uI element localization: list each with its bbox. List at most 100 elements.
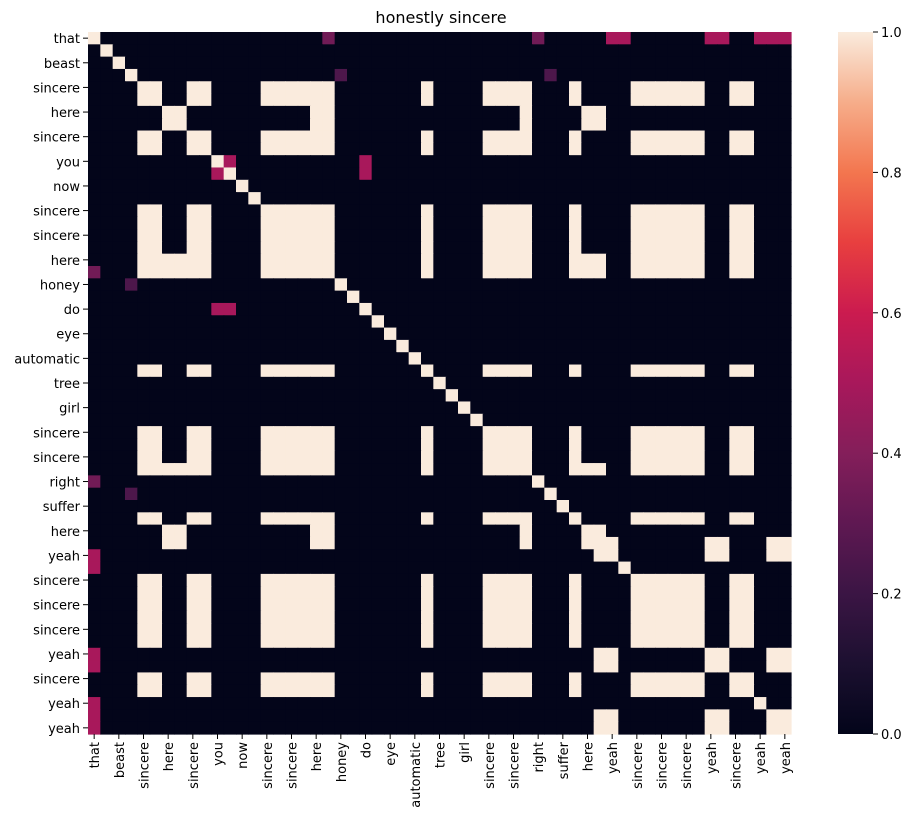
heatmap-cell (186, 364, 200, 378)
heatmap-cell (470, 352, 484, 366)
heatmap-cell (655, 549, 669, 563)
heatmap-cell (667, 684, 681, 698)
heatmap-cell (754, 512, 767, 526)
heatmap-cell (445, 512, 459, 526)
heatmap-cell (458, 487, 471, 501)
heatmap-cell (593, 290, 607, 304)
heatmap-cell (162, 68, 175, 82)
heatmap-cell (593, 512, 607, 526)
heatmap-cell (322, 610, 336, 624)
heatmap-cell (421, 167, 434, 181)
heatmap-cell (199, 672, 212, 686)
heatmap-cell (285, 364, 299, 378)
heatmap-cell (297, 339, 311, 353)
heatmap-cell (273, 167, 286, 181)
heatmap-cell (174, 647, 188, 661)
heatmap-cell (88, 487, 101, 501)
heatmap-cell (137, 536, 151, 550)
heatmap-cell (186, 118, 200, 132)
heatmap-cell (667, 339, 681, 353)
heatmap-cell (495, 352, 508, 366)
heatmap-cell (174, 660, 188, 674)
heatmap-cell (125, 142, 138, 156)
heatmap-cell (593, 93, 607, 107)
heatmap-cell (445, 623, 459, 637)
heatmap-cell (618, 500, 632, 513)
heatmap-cell (569, 179, 582, 193)
heatmap-cell (544, 450, 558, 464)
heatmap-cell (322, 278, 336, 292)
heatmap-cell (655, 561, 669, 575)
heatmap-cell (433, 130, 447, 144)
heatmap-cell (458, 81, 471, 95)
heatmap-cell (347, 660, 360, 674)
heatmap-cell (507, 573, 521, 587)
y-tick-label: girl (59, 402, 80, 417)
heatmap-cell (223, 475, 237, 489)
heatmap-cell (162, 487, 175, 501)
heatmap-cell (433, 684, 447, 698)
heatmap-cell (112, 536, 126, 550)
heatmap-cell (100, 266, 114, 279)
heatmap-cell (458, 302, 471, 316)
heatmap-cell (162, 364, 175, 378)
heatmap-cell (606, 500, 619, 513)
heatmap-cell (137, 475, 151, 489)
heatmap-cell (507, 450, 521, 464)
x-tick-label: now (236, 742, 251, 769)
heatmap-cell (260, 647, 274, 661)
heatmap-cell (519, 623, 533, 637)
heatmap-cell (458, 93, 471, 107)
heatmap-cell (630, 475, 644, 489)
heatmap-cell (396, 155, 410, 169)
heatmap-cell (100, 647, 114, 661)
heatmap-cell (507, 315, 521, 329)
heatmap-cell (495, 598, 508, 612)
heatmap-cell (125, 315, 138, 329)
heatmap-cell (507, 179, 521, 193)
heatmap-cell (162, 105, 175, 119)
heatmap-cell (260, 438, 274, 452)
heatmap-cell (149, 339, 163, 353)
heatmap-cell (297, 672, 311, 686)
heatmap-cell (273, 438, 286, 452)
heatmap-cell (174, 721, 188, 735)
heatmap-cell (618, 684, 632, 698)
heatmap-cell (137, 500, 151, 513)
heatmap-cell (655, 389, 669, 403)
heatmap-cell (458, 315, 471, 329)
heatmap-cell (655, 179, 669, 193)
heatmap-cell (692, 426, 706, 440)
heatmap-cell (470, 561, 484, 575)
heatmap-cell (112, 302, 126, 316)
heatmap-cell (149, 167, 163, 181)
heatmap-cell (421, 401, 434, 415)
heatmap-cell (347, 697, 360, 710)
heatmap-cell (445, 721, 459, 735)
heatmap-cell (125, 672, 138, 686)
heatmap-cell (149, 647, 163, 661)
heatmap-cell (519, 549, 533, 563)
heatmap-cell (223, 561, 237, 575)
heatmap-cell (704, 684, 718, 698)
heatmap-cell (766, 438, 780, 452)
heatmap-cell (408, 327, 422, 341)
heatmap-cell (334, 598, 348, 612)
heatmap-cell (766, 697, 780, 710)
heatmap-cell (125, 56, 138, 70)
heatmap-cell (236, 438, 249, 452)
heatmap-cell (100, 68, 114, 82)
heatmap-cell (408, 105, 422, 119)
heatmap-cell (408, 302, 422, 316)
heatmap-cell (680, 44, 693, 58)
heatmap-cell (137, 192, 151, 206)
heatmap-cell (754, 130, 767, 144)
heatmap-cell (408, 500, 422, 513)
heatmap-cell (285, 672, 299, 686)
heatmap-cell (433, 438, 447, 452)
heatmap-cell (322, 463, 336, 476)
x-tick-label: girl (458, 742, 473, 763)
heatmap-cell (581, 487, 595, 501)
heatmap-cell (347, 44, 360, 58)
heatmap-cell (248, 721, 262, 735)
